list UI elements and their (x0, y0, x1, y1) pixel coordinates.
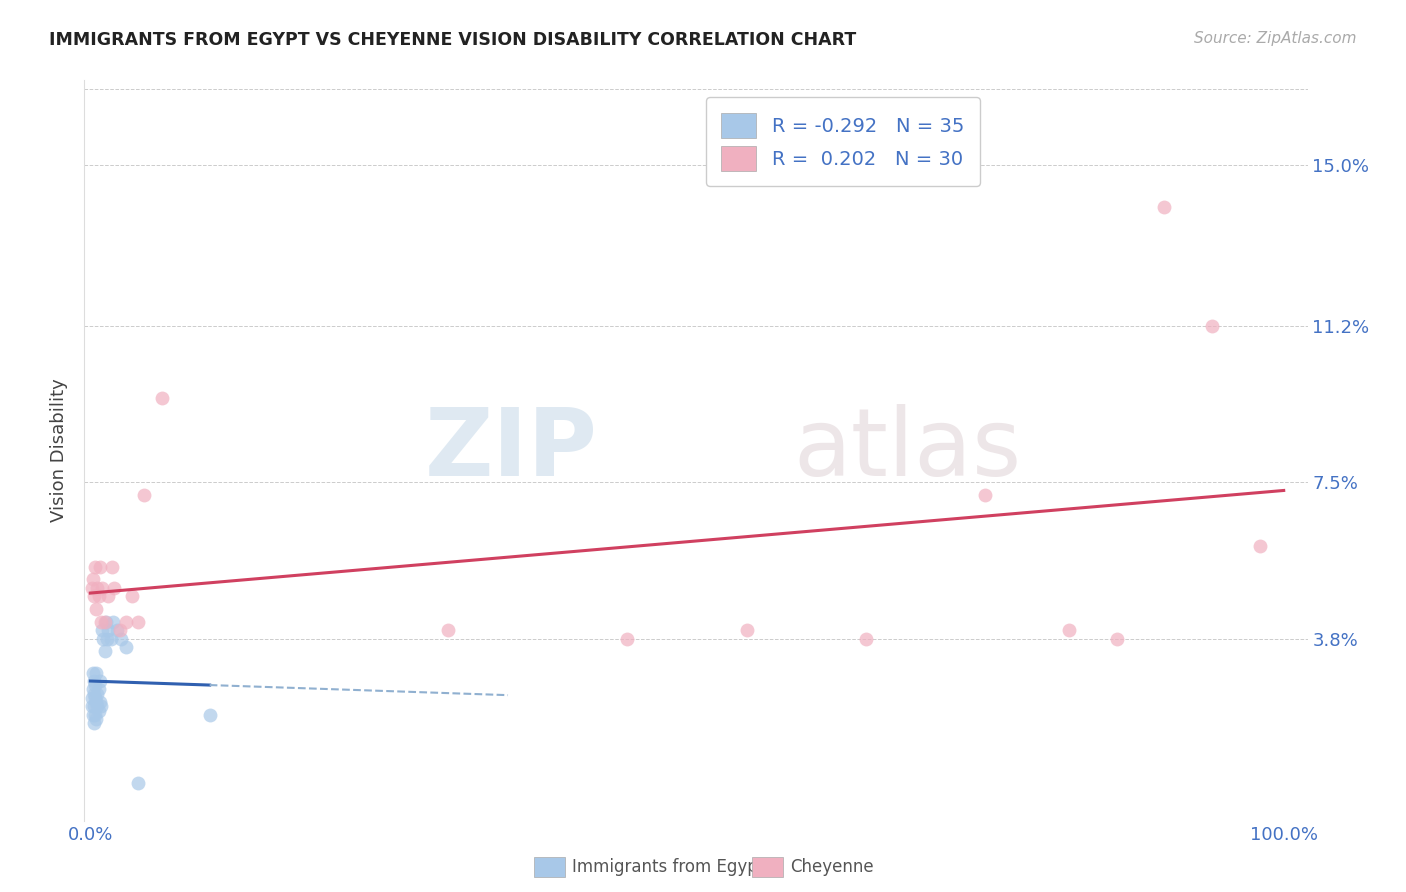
Point (89, 559, 111, 574)
Point (83, 687, 105, 701)
Point (84, 690, 107, 705)
Point (84, 707, 107, 722)
Point (108, 624, 131, 638)
Point (94, 615, 117, 629)
Point (103, 581, 125, 595)
Text: atlas: atlas (794, 404, 1022, 497)
Point (89, 695, 111, 709)
Point (83, 716, 105, 731)
Text: IMMIGRANTS FROM EGYPT VS CHEYENNE VISION DISABILITY CORRELATION CHART: IMMIGRANTS FROM EGYPT VS CHEYENNE VISION… (49, 31, 856, 49)
Point (1201, 318, 1223, 333)
Point (735, 624, 758, 638)
Point (101, 615, 124, 629)
Point (83, 699, 105, 714)
Point (86, 581, 108, 595)
Point (84, 695, 107, 709)
Point (127, 615, 149, 629)
Point (84, 665, 107, 680)
Point (100, 632, 122, 646)
Point (96, 632, 118, 646)
Point (437, 624, 460, 638)
Point (83, 590, 105, 604)
Text: Source: ZipAtlas.com: Source: ZipAtlas.com (1194, 31, 1357, 46)
Text: Immigrants from Egypt: Immigrants from Egypt (572, 858, 765, 876)
Point (87, 682, 110, 697)
Point (90, 699, 112, 714)
Point (80, 690, 103, 705)
Point (198, 707, 221, 722)
Point (150, 391, 173, 405)
Point (84, 559, 107, 574)
Point (82, 573, 104, 587)
Point (80, 699, 103, 714)
Point (93, 644, 115, 658)
Point (91, 581, 114, 595)
Point (97, 590, 120, 604)
Point (105, 624, 128, 638)
Point (82, 665, 104, 680)
Point (97, 624, 120, 638)
Point (82, 707, 104, 722)
Point (93, 632, 115, 646)
Text: ZIP: ZIP (425, 404, 598, 497)
Point (1105, 632, 1128, 646)
Point (1249, 539, 1271, 553)
Point (121, 590, 143, 604)
Point (101, 559, 124, 574)
Point (86, 699, 108, 714)
Point (1153, 200, 1175, 214)
Point (84, 712, 107, 726)
Point (91, 624, 114, 638)
Point (86, 687, 108, 701)
Point (93, 615, 115, 629)
Point (1057, 624, 1080, 638)
Point (110, 632, 132, 646)
Point (84, 678, 107, 692)
Point (80, 581, 103, 595)
Text: Cheyenne: Cheyenne (790, 858, 873, 876)
Point (115, 640, 138, 655)
Point (974, 488, 997, 502)
Legend: R = -0.292   N = 35, R =  0.202   N = 30: R = -0.292 N = 35, R = 0.202 N = 30 (706, 97, 980, 186)
Point (83, 673, 105, 688)
Point (115, 615, 138, 629)
Point (82, 682, 104, 697)
Point (616, 632, 638, 646)
Y-axis label: Vision Disability: Vision Disability (51, 378, 69, 523)
Point (127, 775, 149, 789)
Point (89, 673, 111, 688)
Point (84, 602, 107, 616)
Point (132, 488, 155, 502)
Point (855, 632, 877, 646)
Point (87, 590, 110, 604)
Point (87, 704, 110, 718)
Point (90, 615, 112, 629)
